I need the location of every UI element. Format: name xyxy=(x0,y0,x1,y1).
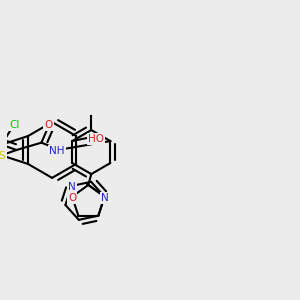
Text: NH: NH xyxy=(49,146,65,156)
Text: Cl: Cl xyxy=(10,120,20,130)
Text: N: N xyxy=(101,193,108,203)
Text: O: O xyxy=(68,193,76,203)
Text: N: N xyxy=(68,182,76,192)
Text: HO: HO xyxy=(88,134,104,144)
Text: O: O xyxy=(45,120,53,130)
Text: S: S xyxy=(0,151,5,161)
